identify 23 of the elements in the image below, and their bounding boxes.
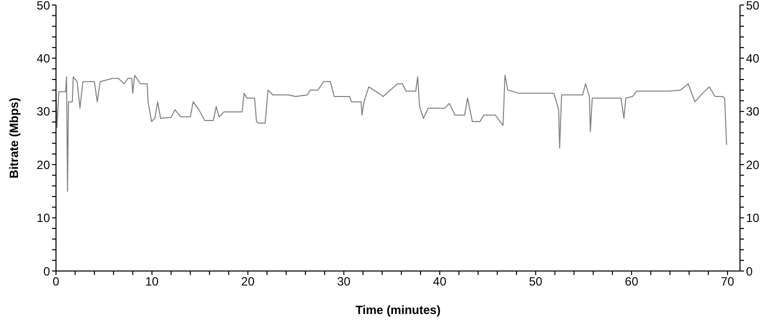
- x-tick-label: 60: [624, 274, 639, 289]
- y2-tick-label: 20: [746, 158, 760, 172]
- x-tick-label: 40: [433, 274, 447, 289]
- y-tick-label: 30: [36, 104, 50, 119]
- x-tick-label: 70: [720, 274, 735, 289]
- y2-tick-label: 50: [746, 0, 760, 12]
- y-tick-label: 40: [36, 51, 50, 66]
- x-tick-label: 0: [52, 274, 60, 289]
- y2-tick-label: 40: [746, 51, 760, 66]
- line-series: [56, 74, 728, 192]
- y-tick-label: 0: [43, 264, 50, 278]
- y2-tick-label: 0: [746, 264, 753, 278]
- x-tick-label: 50: [528, 274, 543, 289]
- y-tick-label: 10: [36, 211, 50, 226]
- x-tick-label: 30: [337, 274, 351, 289]
- x-axis-title: Time (minutes): [355, 303, 441, 317]
- x-tick-label: 20: [241, 274, 255, 289]
- y2-tick-label: 10: [746, 211, 760, 226]
- y-tick-label: 50: [36, 0, 50, 12]
- y-axis-title: Bitrate (Mbps): [7, 98, 21, 178]
- y-tick-label: 20: [36, 158, 50, 172]
- x-tick-label: 10: [145, 274, 159, 289]
- y2-tick-label: 30: [746, 104, 760, 119]
